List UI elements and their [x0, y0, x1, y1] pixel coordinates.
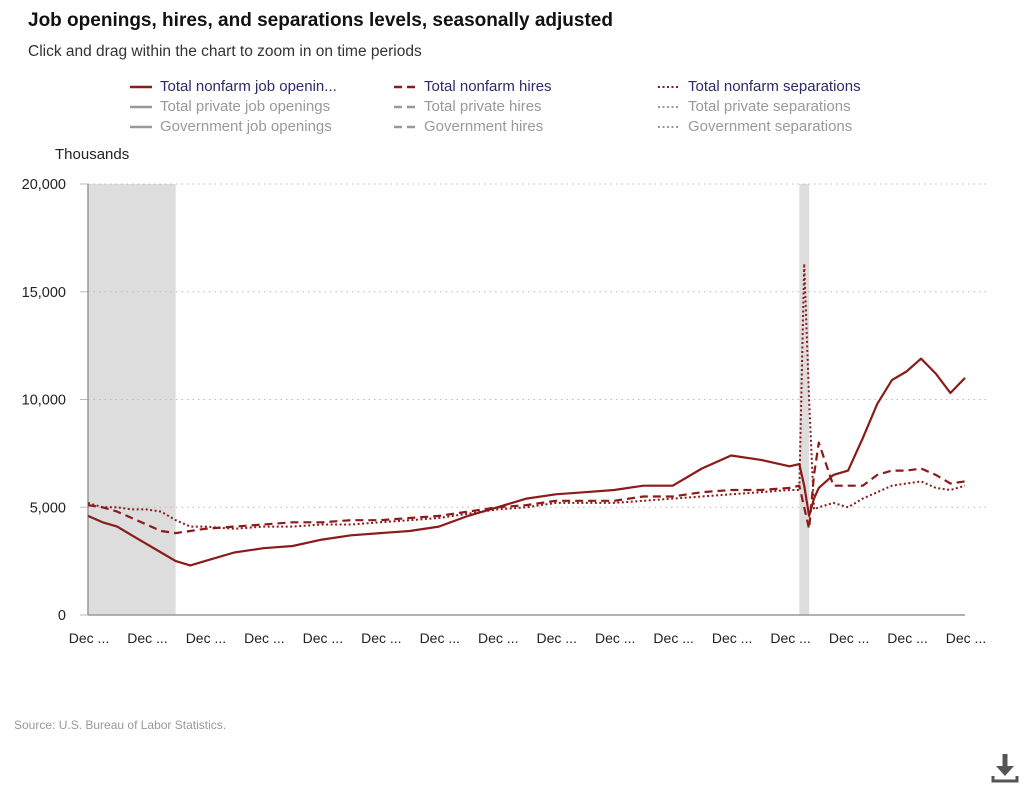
legend-label: Total nonfarm hires [424, 78, 552, 95]
legend-line-icon [658, 85, 680, 88]
x-tick-label: Dec ... [536, 630, 576, 646]
legend-line-icon [130, 85, 152, 88]
x-tick-label: Dec ... [361, 630, 401, 646]
legend-item[interactable]: Total private separations [658, 98, 851, 115]
legend-line-icon [130, 125, 152, 128]
legend-item[interactable]: Government job openings [130, 118, 332, 135]
x-tick-label: Dec ... [127, 630, 167, 646]
legend-label: Total private job openings [160, 98, 331, 115]
x-tick-label: Dec ... [887, 630, 927, 646]
series-line-dashed [87, 441, 966, 535]
x-tick-label: Dec ... [244, 630, 284, 646]
legend-label: Total nonfarm job openin... [160, 78, 337, 95]
legend-line-icon [394, 105, 416, 108]
legend-item[interactable]: Total nonfarm hires [394, 78, 552, 95]
y-tick-label: 15,000 [22, 285, 66, 301]
series-line-solid [87, 357, 966, 567]
x-tick-label: Dec ... [712, 630, 752, 646]
x-tick-label: Dec ... [946, 630, 986, 646]
x-tick-label: Dec ... [303, 630, 343, 646]
x-tick-label: Dec ... [595, 630, 635, 646]
legend-item[interactable]: Total private job openings [130, 98, 330, 115]
legend-label: Total private separations [688, 98, 851, 115]
chart-plot[interactable]: 0 5,000 10,000 15,000 20,000 Dec ... Dec ... De… [0, 0, 1024, 680]
y-tick-label: 5,000 [30, 500, 66, 516]
legend-item[interactable]: Government hires [394, 118, 543, 135]
y-tick-label: 0 [58, 608, 66, 624]
series-line-dotted [87, 262, 966, 530]
x-tick-label: Dec ... [653, 630, 693, 646]
recession-shading [88, 184, 176, 615]
legend-line-icon [394, 125, 416, 128]
source-note: Source: U.S. Bureau of Labor Statistics. [14, 718, 227, 732]
x-tick-label: Dec ... [770, 630, 810, 646]
legend-line-icon [658, 105, 680, 108]
y-tick-label: 10,000 [22, 393, 66, 409]
legend-item[interactable]: Total private hires [394, 98, 542, 115]
y-tick-label: 20,000 [22, 177, 66, 193]
x-tick-label: Dec ... [69, 630, 109, 646]
legend-item[interactable]: Government separations [658, 118, 852, 135]
chart-title: Job openings, hires, and separations lev… [28, 10, 613, 31]
legend-line-icon [394, 85, 416, 88]
chart-subtitle: Click and drag within the chart to zoom … [28, 43, 422, 60]
legend-label: Total nonfarm separations [688, 78, 861, 95]
x-tick-label: Dec ... [829, 630, 869, 646]
legend-label: Government hires [424, 118, 544, 135]
legend-line-icon [658, 125, 680, 128]
y-axis-label: Thousands [55, 146, 130, 163]
legend-label: Government job openings [160, 118, 332, 135]
x-tick-label: Dec ... [186, 630, 226, 646]
legend-item[interactable]: Total nonfarm separations [658, 78, 861, 95]
download-icon[interactable] [990, 752, 1020, 784]
x-tick-label: Dec ... [420, 630, 460, 646]
legend-item[interactable]: Total nonfarm job openin... [130, 78, 337, 95]
legend-label: Government separations [688, 118, 853, 135]
legend-label: Total private hires [424, 98, 542, 115]
x-tick-label: Dec ... [478, 630, 518, 646]
legend-line-icon [130, 105, 152, 108]
